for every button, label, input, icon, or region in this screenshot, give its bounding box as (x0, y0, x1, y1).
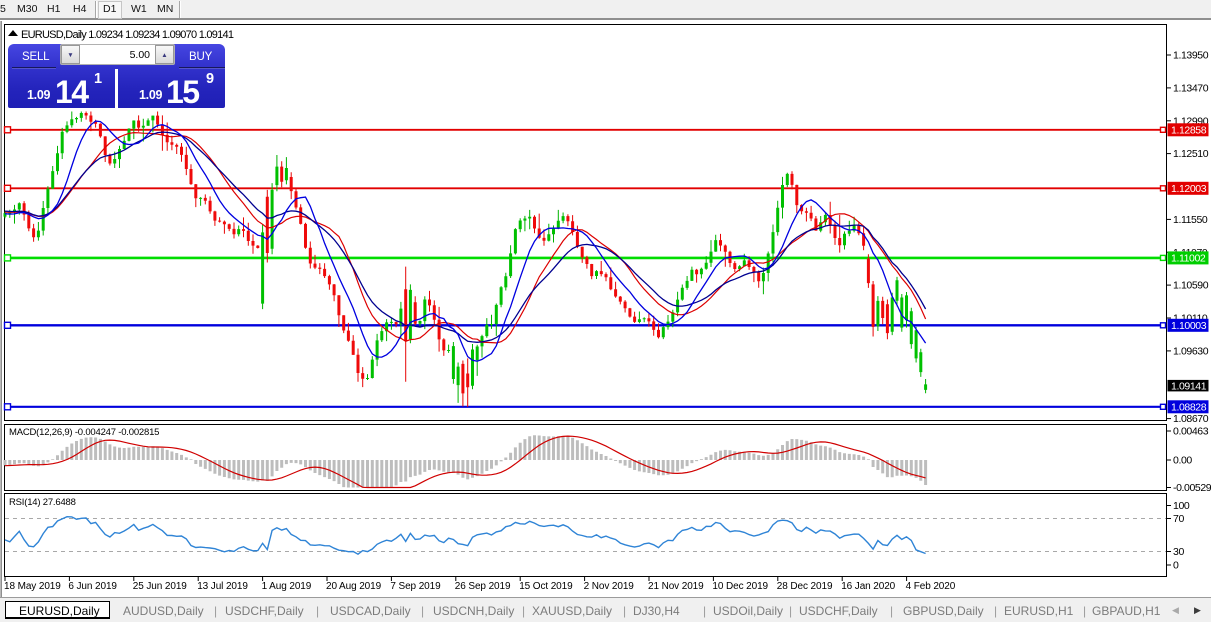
svg-text:13 Jul 2019: 13 Jul 2019 (197, 581, 248, 592)
svg-text:30: 30 (1173, 546, 1184, 558)
svg-text:15 Oct 2019: 15 Oct 2019 (519, 581, 573, 592)
svg-text:1.08670: 1.08670 (1173, 413, 1209, 425)
svg-text:16 Jan 2020: 16 Jan 2020 (841, 581, 895, 592)
svg-text:4 Feb 2020: 4 Feb 2020 (906, 581, 956, 592)
svg-text:70: 70 (1173, 513, 1184, 525)
svg-text:26 Sep 2019: 26 Sep 2019 (455, 581, 511, 592)
svg-text:EURUSD,Daily 1.09234 1.09234: EURUSD,Daily 1.09234 1.09234 1.09070 1.0… (21, 29, 234, 41)
svg-text:1.11550: 1.11550 (1173, 214, 1208, 226)
svg-text:1.10003: 1.10003 (1171, 320, 1207, 332)
svg-text:7 Sep 2019: 7 Sep 2019 (390, 581, 441, 592)
svg-text:1.13470: 1.13470 (1173, 83, 1209, 95)
svg-text:MACD(12,26,9) -0.004247 -0.002: MACD(12,26,9) -0.004247 -0.002815 (9, 427, 159, 438)
svg-text:1.12510: 1.12510 (1173, 148, 1209, 160)
svg-text:25 Jun 2019: 25 Jun 2019 (133, 581, 187, 592)
svg-text:6 Jun 2019: 6 Jun 2019 (68, 581, 117, 592)
svg-text:18 May 2019: 18 May 2019 (4, 581, 61, 592)
svg-text:1.12858: 1.12858 (1171, 125, 1207, 137)
svg-text:21 Nov 2019: 21 Nov 2019 (648, 581, 704, 592)
svg-text:0: 0 (1173, 560, 1179, 572)
svg-text:RSI(14) 27.6488: RSI(14) 27.6488 (9, 497, 76, 508)
svg-text:1 Aug 2019: 1 Aug 2019 (262, 581, 312, 592)
svg-text:1.09630: 1.09630 (1173, 346, 1209, 358)
svg-text:1.08828: 1.08828 (1171, 402, 1207, 414)
svg-text:2 Nov 2019: 2 Nov 2019 (584, 581, 635, 592)
svg-text:1.13950: 1.13950 (1173, 50, 1209, 62)
svg-text:1.09141: 1.09141 (1171, 380, 1207, 392)
svg-text:1.12003: 1.12003 (1171, 183, 1207, 195)
svg-text:0.00: 0.00 (1173, 455, 1192, 467)
svg-text:0.00463: 0.00463 (1173, 426, 1209, 438)
svg-text:28 Dec 2019: 28 Dec 2019 (777, 581, 833, 592)
svg-text:10 Dec 2019: 10 Dec 2019 (712, 581, 768, 592)
svg-text:-0.005299: -0.005299 (1173, 482, 1211, 494)
svg-text:1.11002: 1.11002 (1171, 253, 1206, 265)
svg-text:1.10590: 1.10590 (1173, 280, 1209, 292)
svg-text:20 Aug 2019: 20 Aug 2019 (326, 581, 382, 592)
svg-text:100: 100 (1173, 500, 1190, 512)
